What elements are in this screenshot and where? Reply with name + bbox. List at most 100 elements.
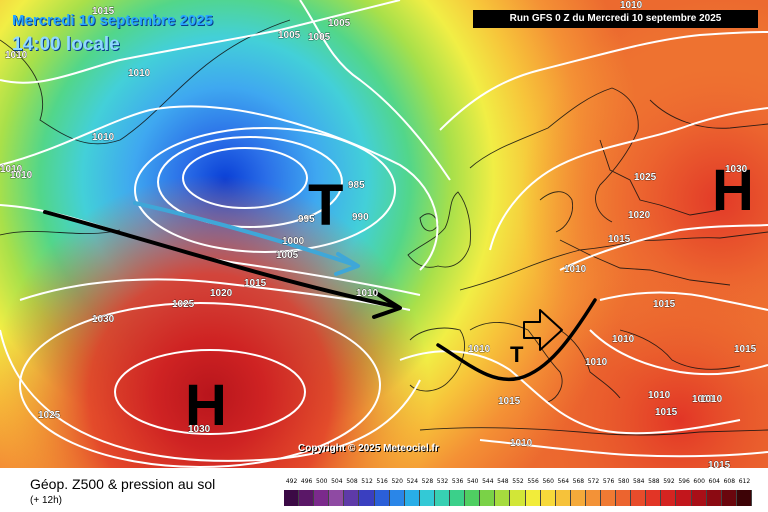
isobar-label: 1000 (282, 236, 305, 247)
legend-label: 536 (451, 478, 464, 485)
legend-label: 572 (587, 478, 600, 485)
isobar-label: 1015 (734, 344, 757, 355)
legend-swatch (419, 490, 435, 506)
isobar-label: 1010 (564, 264, 587, 275)
isobars (0, 0, 768, 467)
isobar-label: 1010 (648, 390, 671, 401)
legend-swatch (616, 490, 632, 506)
legend-label: 576 (602, 478, 615, 485)
legend-swatch (314, 490, 330, 506)
legend-label: 540 (466, 478, 479, 485)
legend-label: 564 (557, 478, 570, 485)
isobar-label: 1030 (188, 424, 211, 435)
legend-label: 528 (421, 478, 434, 485)
legend-swatch (284, 490, 300, 506)
legend-label: 500 (316, 478, 328, 485)
isobar-label: 1025 (634, 172, 657, 183)
isobar-label: 1010 (620, 0, 643, 11)
legend-swatch (631, 490, 647, 506)
legend-swatch (465, 490, 481, 506)
footer: Géop. Z500 & pression au sol (+ 12h) 492… (0, 468, 768, 512)
pressure-letters: T H H T (185, 158, 754, 438)
jet-arrow (43, 201, 597, 382)
high-pressure-symbol: H (185, 373, 227, 438)
model-run-banner: Run GFS 0 Z du Mercredi 10 septembre 202… (473, 10, 758, 28)
legend-label: 592 (663, 478, 675, 485)
legend-label: 552 (512, 478, 524, 485)
geopotential-map: T H H T 1015 1005 1005 1005 1010 1010 10… (0, 0, 768, 468)
legend-label: 556 (527, 478, 539, 485)
legend-label: 584 (633, 478, 645, 485)
legend-swatch (691, 490, 707, 506)
legend-swatch (676, 490, 692, 506)
legend-swatch (661, 490, 677, 506)
forecast-date: Mercredi 10 septembre 2025 (12, 12, 213, 29)
isobar-label: 1010 (612, 334, 635, 345)
isobar-label: 1010 (700, 394, 723, 405)
isobar-label: 1025 (38, 410, 61, 421)
isobar-label: 1005 (308, 32, 331, 43)
legend-swatch (600, 490, 617, 506)
legend-label: 604 (708, 478, 720, 485)
legend-label: 508 (346, 478, 358, 485)
isobar-label: 1030 (92, 314, 115, 325)
isobar-label: 1010 (92, 132, 115, 143)
isobar-label: 1015 (92, 6, 115, 17)
legend-label: 612 (738, 478, 751, 485)
isobar-label: 1005 (276, 250, 299, 261)
isobar-label: 1005 (328, 18, 351, 29)
legend-swatch (404, 490, 420, 506)
legend-swatch (510, 490, 526, 506)
legend-label: 568 (572, 478, 585, 485)
legend-label: 516 (376, 478, 388, 485)
legend-swatch (585, 490, 601, 506)
low-pressure-symbol: T (308, 173, 343, 238)
coastlines (0, 19, 768, 436)
legend-swatch (495, 490, 511, 506)
forecast-offset: (+ 12h) (30, 495, 62, 506)
isobar-label: 1015 (498, 396, 521, 407)
legend-swatch (540, 490, 556, 506)
isobar-label: 985 (348, 180, 365, 191)
legend-label: 492 (285, 478, 298, 485)
legend-swatch (450, 490, 466, 506)
isobar-label: 1005 (278, 30, 301, 41)
isobar-label: 1025 (172, 299, 195, 310)
isobar-label: 1010 (0, 164, 23, 175)
isobar-label: 1020 (628, 210, 651, 221)
isobar-label: 1010 (692, 394, 715, 405)
legend-swatch (389, 490, 405, 506)
isobar-label: 1010 (10, 170, 33, 181)
legend-label: 596 (678, 478, 690, 485)
legend-swatch (570, 490, 586, 506)
legend-swatch (555, 490, 571, 506)
legend-label: 512 (361, 478, 373, 485)
isobar-label: 1020 (210, 288, 233, 299)
legend-swatches (284, 490, 752, 506)
color-scale-legend: 492 496 500 504 508 512 516 520 524 528 532 536 540 5… (284, 478, 752, 508)
legend-label: 504 (331, 478, 343, 485)
legend-label: 608 (723, 478, 736, 485)
isobar-label: 1015 (653, 299, 676, 310)
isobar-label: 1010 (356, 288, 379, 299)
legend-swatch (706, 490, 722, 506)
legend-label: 548 (497, 478, 509, 485)
copyright: Copyright © 2025 Meteociel.fr (298, 443, 439, 454)
legend-label: 496 (300, 478, 313, 485)
isobar-label: 1010 (468, 344, 491, 355)
legend-label: 580 (617, 478, 630, 485)
legend-swatch (374, 490, 390, 506)
forecast-time: 14:00 locale (12, 34, 120, 55)
legend-label: 524 (406, 478, 419, 485)
legend-label: 600 (693, 478, 705, 485)
high-pressure-symbol: H (712, 158, 754, 223)
low-pressure-symbol: T (510, 342, 524, 367)
legend-label: 544 (482, 478, 494, 485)
isobar-label: 990 (352, 212, 369, 223)
legend-swatch (525, 490, 541, 506)
legend-swatch (480, 490, 496, 506)
isobar-label: 1015 (708, 460, 731, 468)
legend-swatch (344, 490, 360, 506)
isobar-label: 1010 (510, 438, 533, 449)
